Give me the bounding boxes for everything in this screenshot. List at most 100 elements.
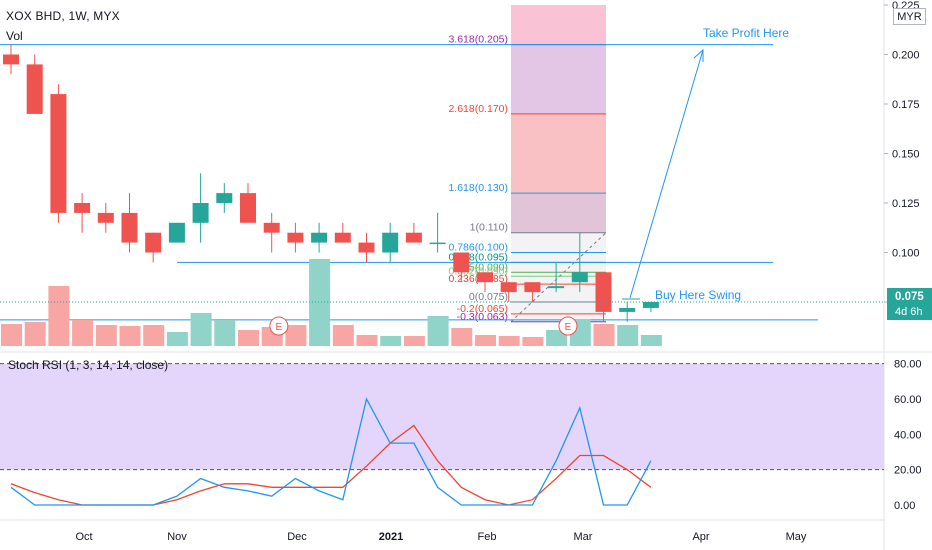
stoch-tick-label: 20.00 — [894, 465, 922, 477]
volume-bar — [427, 316, 449, 346]
fib-zone-blue — [511, 193, 606, 233]
fib-level-label: 1(0.110) — [470, 222, 508, 234]
volume-bar — [24, 322, 46, 346]
earnings-marker-label: E — [565, 322, 572, 333]
price-tick-label: 0.200 — [892, 50, 920, 62]
candle-body — [240, 193, 256, 223]
projection-arrow — [629, 49, 704, 299]
price-tick-label: 0.100 — [892, 248, 920, 260]
time-tick-label: Apr — [692, 531, 709, 543]
volume-bar — [380, 336, 402, 346]
volume-bar — [166, 332, 188, 346]
candle-body — [121, 212, 138, 243]
volume-bar — [95, 325, 117, 346]
currency-button[interactable]: MYR — [893, 8, 926, 25]
buy-here-annotation: Buy Here Swing — [655, 288, 741, 302]
earnings-marker — [558, 316, 578, 336]
candle-body — [571, 272, 588, 283]
time-tick-label: May — [786, 531, 807, 543]
candle-body — [168, 222, 185, 243]
fib-level-label: 3.618(0.205) — [448, 34, 508, 46]
candle-body — [311, 232, 328, 243]
fib-level-label: 0(0.075) — [469, 291, 508, 303]
price-tick-label: 0.150 — [892, 149, 920, 161]
candle-body — [192, 203, 209, 223]
candle-body — [453, 252, 470, 273]
earnings-marker-label: E — [275, 322, 282, 333]
volume-bar — [238, 330, 259, 346]
stoch-k-line — [10, 397, 652, 506]
current-price-badge: 0.075 4d 6h — [887, 288, 932, 320]
candle-body — [500, 282, 517, 293]
volume-bar — [285, 325, 307, 346]
time-tick-label: Mar — [574, 531, 593, 543]
volume-bar — [498, 336, 520, 346]
volume-bar — [451, 328, 473, 346]
candle-body — [477, 272, 493, 283]
candle-body — [50, 94, 67, 213]
fib-level-label: -0.2(0.065) — [457, 303, 508, 315]
candle-body — [548, 286, 565, 289]
candle-body — [429, 242, 446, 245]
candle-body — [358, 242, 375, 253]
fib-level-label: 0.786(0.100) — [448, 242, 508, 254]
volume-bar — [119, 326, 141, 346]
volume-bar — [522, 337, 544, 346]
projection-arrowhead — [693, 48, 704, 62]
fib-level-label: -0.3(0.063) — [457, 311, 508, 323]
candle-body — [642, 302, 659, 308]
volume-bar — [546, 330, 568, 346]
stoch-tick-label: 40.00 — [894, 429, 922, 441]
candle-body — [26, 64, 43, 114]
fib-zone-red — [511, 113, 606, 194]
volume-bar — [72, 320, 94, 346]
current-price-value: 0.075 — [895, 291, 924, 303]
fib-level-label: 2.618(0.170) — [448, 103, 508, 115]
price-tick-label: 0.125 — [892, 198, 920, 210]
volume-bar — [403, 336, 425, 346]
fib-level-label: 1.618(0.130) — [448, 182, 508, 194]
candle-body — [97, 212, 114, 223]
candle-body — [619, 307, 636, 312]
candle-body — [382, 232, 399, 253]
candle-body — [405, 232, 422, 243]
stoch-band — [0, 363, 884, 470]
volume-bar — [640, 335, 662, 346]
volume-bar — [1, 324, 22, 346]
volume-bar — [475, 335, 496, 346]
stoch-tick-label: 60.00 — [894, 394, 922, 406]
candle-body — [216, 193, 233, 203]
earnings-marker — [269, 316, 289, 336]
candle-body — [74, 203, 91, 213]
volume-bar — [190, 313, 212, 346]
candle-body — [334, 232, 351, 243]
bar-countdown: 4d 6h — [895, 306, 923, 318]
symbol-title[interactable]: XOX BHD, 1W, MYX — [6, 9, 120, 23]
time-tick-label: Nov — [167, 531, 187, 543]
time-tick-label: Dec — [287, 531, 307, 543]
volume-bar — [617, 325, 639, 346]
take-profit-annotation: Take Profit Here — [703, 26, 789, 40]
stoch-rsi-title[interactable]: Stoch RSI (1, 3, 14, 14, close) — [8, 358, 169, 372]
time-tick-label: Oct — [75, 531, 92, 543]
volume-bar — [593, 324, 615, 346]
time-tick-label: Feb — [478, 531, 497, 543]
volume-bar — [332, 325, 354, 346]
fib-zone-purple — [511, 44, 606, 114]
volume-label: Vol — [6, 29, 23, 43]
candle-body — [145, 232, 162, 253]
stoch-tick-label: 80.00 — [894, 359, 922, 371]
time-tick-label: 2021 — [379, 531, 403, 543]
price-tick-label: 0.175 — [892, 99, 920, 111]
stoch-tick-label: 0.00 — [894, 500, 915, 512]
candle-body — [287, 232, 304, 243]
candle-body — [595, 272, 612, 312]
fib-level-label: 0.5(0.090) — [460, 261, 508, 273]
volume-bar — [48, 286, 70, 346]
candle-body — [3, 54, 19, 65]
fib-trend-line — [510, 232, 607, 323]
volume-bar — [309, 259, 331, 346]
volume-bar — [356, 335, 378, 346]
candle-body — [524, 282, 541, 293]
